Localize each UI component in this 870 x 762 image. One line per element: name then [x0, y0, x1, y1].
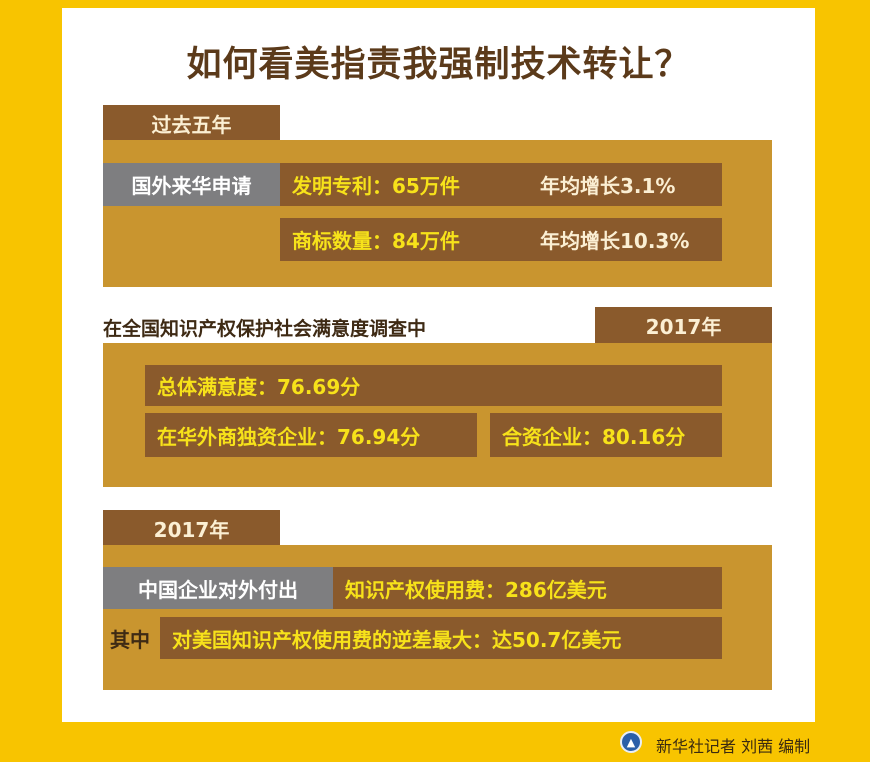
patent-row: 发明专利：65万件 年均增长3.1% — [280, 163, 722, 206]
among-label: 其中 — [110, 628, 150, 652]
overall-row: 总体满意度：76.69分 — [145, 365, 722, 406]
trademark-growth: 年均增长10.3% — [540, 229, 690, 253]
section3-label: 中国企业对外付出 — [103, 567, 333, 609]
trademark-value: 商标数量：84万件 — [292, 229, 460, 253]
patent-growth: 年均增长3.1% — [540, 174, 676, 198]
deficit-row: 对美国知识产权使用费的逆差最大：达50.7亿美元 — [160, 617, 722, 659]
section2-heading: 在全国知识产权保护社会满意度调查中 — [103, 318, 427, 340]
section1-label: 国外来华申请 — [103, 163, 280, 206]
deficit-value: 对美国知识产权使用费的逆差最大：达50.7亿美元 — [172, 627, 622, 652]
fee-row: 知识产权使用费：286亿美元 — [333, 567, 722, 609]
section2-tab: 2017年 — [595, 307, 772, 344]
xinhua-logo-icon: ▲ — [620, 731, 642, 753]
footer-credit: 新华社记者 刘茜 编制 — [656, 737, 811, 756]
page-title: 如何看美指责我强制技术转让？ — [186, 45, 691, 85]
jv-score: 合资企业：80.16分 — [502, 424, 686, 449]
jv-row: 合资企业：80.16分 — [490, 413, 722, 457]
trademark-row: 商标数量：84万件 年均增长10.3% — [280, 218, 722, 261]
section1-tab: 过去五年 — [103, 105, 280, 141]
wfoe-row: 在华外商独资企业：76.94分 — [145, 413, 477, 457]
fee-value: 知识产权使用费：286亿美元 — [345, 577, 607, 602]
patent-value: 发明专利：65万件 — [292, 174, 460, 198]
section3-tab: 2017年 — [103, 510, 280, 546]
wfoe-score: 在华外商独资企业：76.94分 — [157, 424, 421, 449]
overall-satisfaction: 总体满意度：76.69分 — [157, 375, 361, 399]
